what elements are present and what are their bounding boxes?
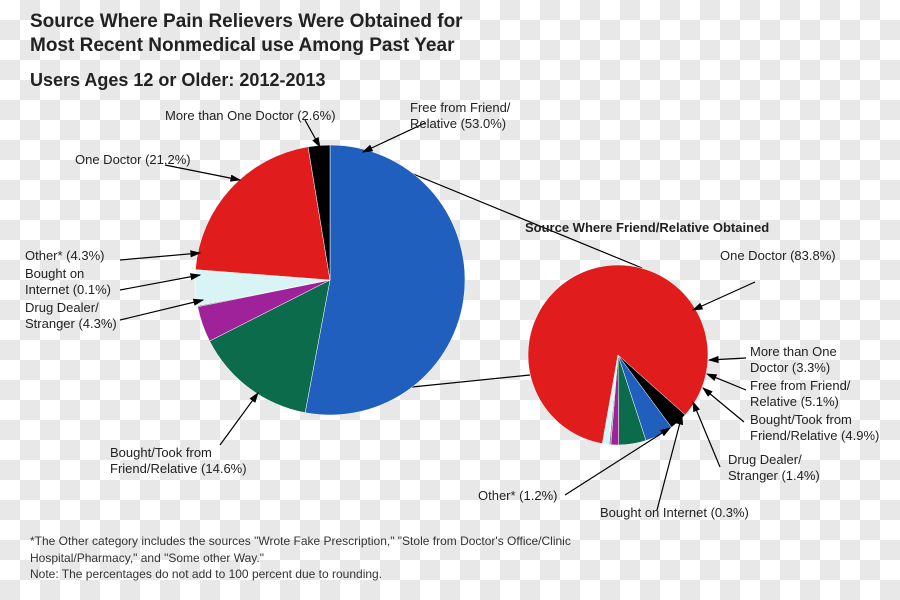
label2-bought-friend: Bought/Took fromFriend/Relative (4.9%) [750, 412, 879, 443]
footnote-line3: Note: The percentages do not add to 100 … [30, 567, 382, 581]
pie2-title: Source Where Friend/Relative Obtained [525, 220, 769, 236]
chart-content: Source Where Pain Relievers Were Obtaine… [0, 0, 900, 600]
label-one-doctor: One Doctor (21.2%) [75, 152, 191, 168]
label-internet: Bought onInternet (0.1%) [25, 266, 111, 297]
leader-arrows [0, 0, 900, 600]
label-bought-friend: Bought/Took fromFriend/Relative (14.6%) [110, 445, 247, 476]
footnote-line1: *The Other category includes the sources… [30, 534, 571, 548]
label-other: Other* (4.3%) [25, 248, 104, 264]
label2-other: Other* (1.2%) [478, 488, 557, 504]
label2-internet: Bought on Internet (0.3%) [600, 505, 749, 521]
footnote: *The Other category includes the sources… [30, 533, 571, 582]
label2-free-friend: Free from Friend/Relative (5.1%) [750, 378, 850, 409]
label-free-friend: Free from Friend/Relative (53.0%) [410, 100, 510, 131]
footnote-line2: Hospital/Pharmacy," and "Some other Way.… [30, 551, 264, 565]
label-more-doctor: More than One Doctor (2.6%) [165, 108, 336, 124]
label2-one-doctor: One Doctor (83.8%) [720, 248, 836, 264]
label2-more-doctor: More than OneDoctor (3.3%) [750, 344, 837, 375]
label-dealer: Drug Dealer/Stranger (4.3%) [25, 300, 117, 331]
label2-dealer: Drug Dealer/Stranger (1.4%) [728, 452, 820, 483]
